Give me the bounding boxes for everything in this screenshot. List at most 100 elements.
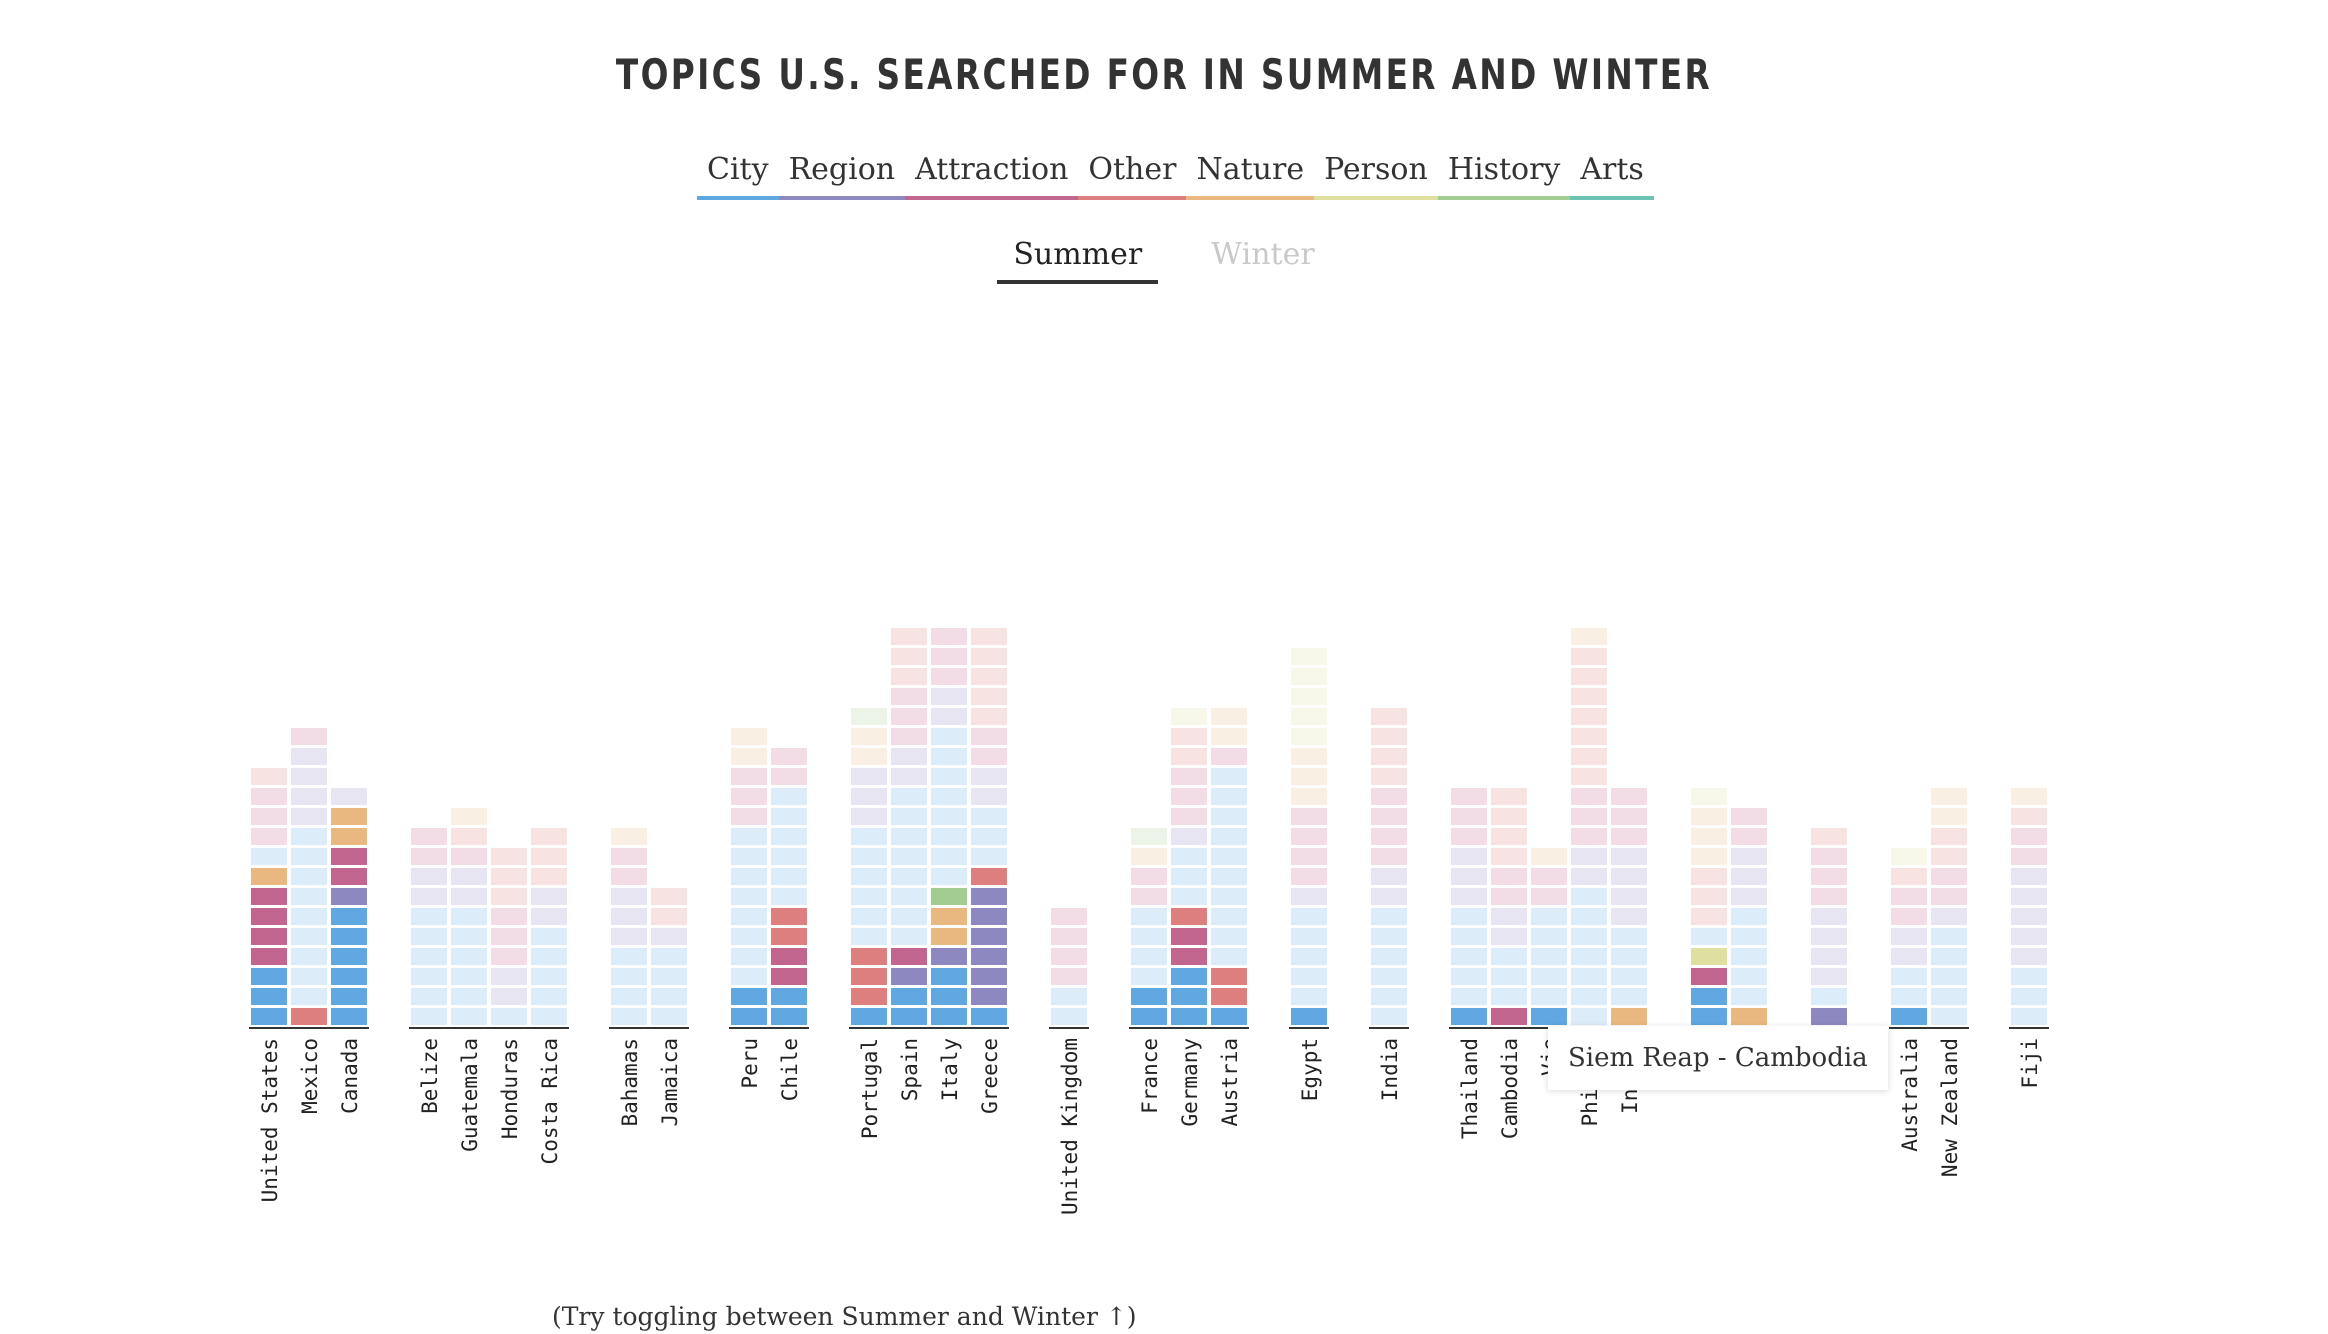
topic-block[interactable]	[251, 1008, 287, 1025]
tab-topic-attraction[interactable]: Attraction	[905, 146, 1079, 200]
topic-block[interactable]	[931, 908, 967, 925]
topic-block[interactable]	[1171, 948, 1207, 965]
topic-block[interactable]	[1731, 968, 1767, 985]
topic-block[interactable]	[971, 888, 1007, 905]
topic-block[interactable]	[251, 888, 287, 905]
topic-block[interactable]	[491, 968, 527, 985]
topic-block[interactable]	[851, 928, 887, 945]
topic-block[interactable]	[971, 1008, 1007, 1025]
topic-block[interactable]	[1171, 908, 1207, 925]
topic-block[interactable]	[1131, 848, 1167, 865]
topic-block[interactable]	[1171, 808, 1207, 825]
topic-block[interactable]	[931, 868, 967, 885]
topic-block[interactable]	[891, 848, 927, 865]
topic-block[interactable]	[611, 888, 647, 905]
topic-block[interactable]	[1531, 868, 1567, 885]
topic-block[interactable]	[1691, 788, 1727, 805]
topic-block[interactable]	[851, 808, 887, 825]
topic-block[interactable]	[651, 908, 687, 925]
topic-block[interactable]	[1371, 848, 1407, 865]
topic-block[interactable]	[1291, 648, 1327, 665]
topic-block[interactable]	[1211, 948, 1247, 965]
topic-block[interactable]	[971, 788, 1007, 805]
topic-block[interactable]	[451, 848, 487, 865]
topic-block[interactable]	[2011, 868, 2047, 885]
topic-block[interactable]	[1051, 948, 1087, 965]
topic-block[interactable]	[1171, 988, 1207, 1005]
topic-block[interactable]	[291, 1008, 327, 1025]
topic-block[interactable]	[1691, 808, 1727, 825]
topic-block[interactable]	[1691, 968, 1727, 985]
topic-block[interactable]	[1811, 948, 1847, 965]
topic-block[interactable]	[1491, 988, 1527, 1005]
topic-block[interactable]	[451, 908, 487, 925]
topic-block[interactable]	[1571, 968, 1607, 985]
topic-block[interactable]	[1811, 868, 1847, 885]
topic-block[interactable]	[851, 908, 887, 925]
topic-block[interactable]	[1931, 788, 1967, 805]
topic-block[interactable]	[1371, 908, 1407, 925]
topic-block[interactable]	[1291, 688, 1327, 705]
topic-block[interactable]	[1451, 828, 1487, 845]
topic-block[interactable]	[1291, 868, 1327, 885]
topic-block[interactable]	[1291, 888, 1327, 905]
topic-block[interactable]	[891, 908, 927, 925]
topic-block[interactable]	[1451, 868, 1487, 885]
topic-block[interactable]	[531, 928, 567, 945]
tab-topic-arts[interactable]: Arts	[1570, 146, 1654, 200]
topic-block[interactable]	[1731, 1008, 1767, 1025]
topic-block[interactable]	[651, 1008, 687, 1025]
topic-block[interactable]	[1691, 928, 1727, 945]
topic-block[interactable]	[1171, 868, 1207, 885]
topic-block[interactable]	[1611, 948, 1647, 965]
topic-block[interactable]	[1811, 928, 1847, 945]
tab-winter[interactable]: Winter	[1211, 237, 1315, 272]
topic-block[interactable]	[971, 828, 1007, 845]
topic-block[interactable]	[931, 748, 967, 765]
topic-block[interactable]	[1371, 988, 1407, 1005]
topic-block[interactable]	[771, 948, 807, 965]
topic-block[interactable]	[331, 868, 367, 885]
topic-block[interactable]	[491, 948, 527, 965]
topic-block[interactable]	[1211, 968, 1247, 985]
topic-block[interactable]	[731, 948, 767, 965]
topic-block[interactable]	[1811, 988, 1847, 1005]
topic-block[interactable]	[1291, 908, 1327, 925]
topic-block[interactable]	[1051, 968, 1087, 985]
tab-topic-region[interactable]: Region	[778, 146, 906, 200]
topic-block[interactable]	[611, 1008, 647, 1025]
topic-block[interactable]	[2011, 808, 2047, 825]
topic-block[interactable]	[2011, 968, 2047, 985]
topic-block[interactable]	[891, 748, 927, 765]
topic-block[interactable]	[1571, 728, 1607, 745]
topic-block[interactable]	[971, 668, 1007, 685]
topic-block[interactable]	[531, 988, 567, 1005]
topic-block[interactable]	[411, 928, 447, 945]
topic-block[interactable]	[2011, 1008, 2047, 1025]
topic-block[interactable]	[971, 748, 1007, 765]
topic-block[interactable]	[411, 868, 447, 885]
topic-block[interactable]	[1691, 1008, 1727, 1025]
topic-block[interactable]	[291, 908, 327, 925]
topic-block[interactable]	[731, 748, 767, 765]
topic-block[interactable]	[411, 988, 447, 1005]
topic-block[interactable]	[1211, 848, 1247, 865]
topic-block[interactable]	[2011, 928, 2047, 945]
topic-block[interactable]	[931, 768, 967, 785]
topic-block[interactable]	[1291, 808, 1327, 825]
tab-topic-other[interactable]: Other	[1078, 146, 1187, 200]
topic-block[interactable]	[1611, 968, 1647, 985]
topic-block[interactable]	[891, 808, 927, 825]
topic-block[interactable]	[931, 808, 967, 825]
topic-block[interactable]	[851, 748, 887, 765]
topic-block[interactable]	[491, 888, 527, 905]
topic-block[interactable]	[1131, 1008, 1167, 1025]
topic-block[interactable]	[1291, 968, 1327, 985]
topic-block[interactable]	[931, 968, 967, 985]
topic-block[interactable]	[251, 948, 287, 965]
topic-block[interactable]	[771, 928, 807, 945]
topic-block[interactable]	[1131, 868, 1167, 885]
topic-block[interactable]	[291, 928, 327, 945]
topic-block[interactable]	[1451, 808, 1487, 825]
topic-block[interactable]	[1811, 888, 1847, 905]
